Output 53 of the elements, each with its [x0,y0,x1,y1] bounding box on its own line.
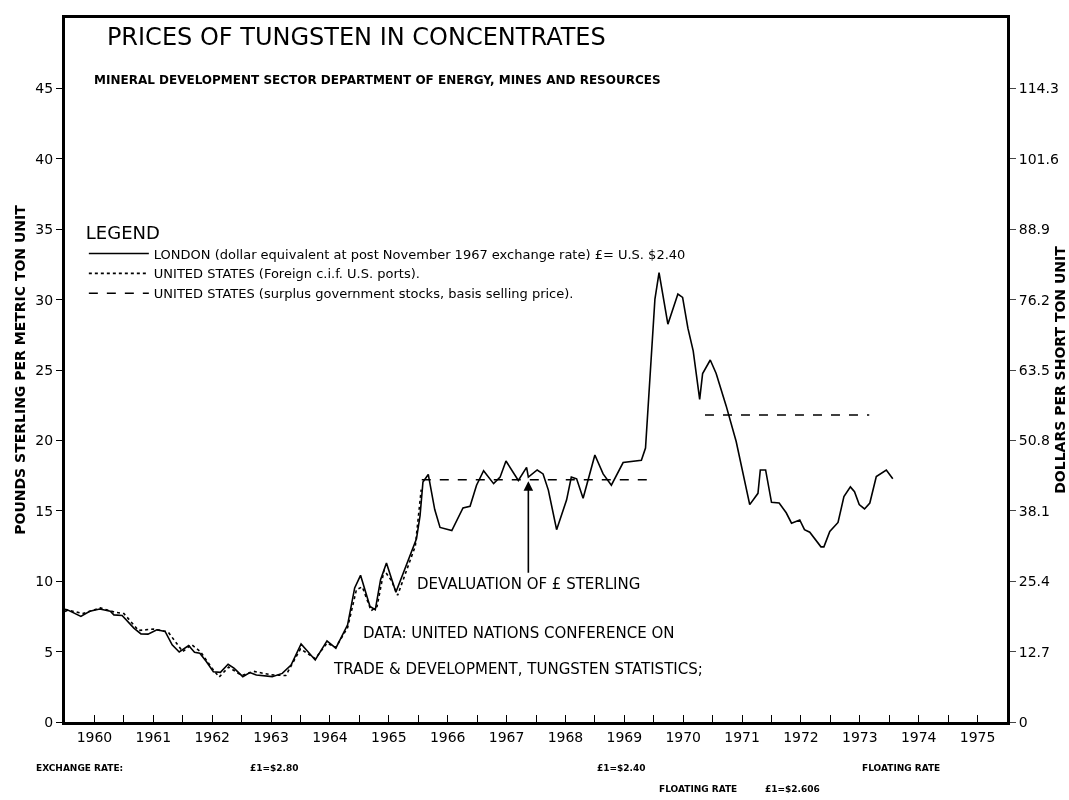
y2-tick-label: 63.5 [1018,361,1050,378]
y-tick-label: 45 [35,80,54,97]
y2-tick-label: 101.6 [1018,150,1059,167]
x-tick-label: 1970 [665,728,702,745]
legend-label: UNITED STATES (Foreign c.i.f. U.S. ports). [153,266,420,282]
x-tick-label: 1967 [488,728,525,745]
y2-tick-label: 50.8 [1018,432,1050,449]
x-tick-label: 1965 [370,728,407,745]
y-tick-label: 20 [35,432,54,449]
x-tick-label: 1962 [194,728,231,745]
y2-tick-label: 88.9 [1018,221,1050,238]
x-tick-label: 1966 [429,728,466,745]
x-tick-label: 1975 [959,728,996,745]
y-tick-label: 40 [35,150,54,167]
y-tick-label: 15 [35,502,54,519]
x-tick-label: 1960 [76,728,113,745]
y2-tick-label: 76.2 [1018,291,1050,308]
text: £1=$2.80 [250,763,299,773]
legend-title: LEGEND [85,221,160,243]
y-tick-label: 0 [44,713,54,730]
y2-tick-label: 12.7 [1018,643,1050,660]
x-tick-label: 1972 [783,728,819,745]
legend-label: LONDON (dollar equivalent at post November 1967 exchange rate) £= U.S. $2.40 [153,246,686,262]
y2-axis-title: DOLLARS PER SHORT TON UNIT [1051,245,1068,494]
x-tick-label: 1974 [900,728,937,745]
annotation: DATA: UNITED NATIONS CONFERENCE ON [363,624,675,642]
chart-title: PRICES OF TUNGSTEN IN CONCENTRATES [106,22,606,51]
x-tick-label: 1963 [253,728,289,745]
y2-tick-label: 25.4 [1018,573,1051,590]
text: FLOATING RATE [862,763,941,773]
x-tick-label: 1973 [841,728,878,745]
text: £1=$2.606 [765,784,820,794]
y2-tick-label: 114.3 [1018,80,1059,97]
y-tick-label: 30 [35,291,54,308]
y-tick-label: 35 [35,221,54,238]
x-tick-label: 1971 [724,728,760,745]
text: FLOATING RATE [659,784,738,794]
y-tick-label: 5 [44,643,54,660]
text: EXCHANGE RATE: [36,763,124,773]
annotation: TRADE & DEVELOPMENT, TUNGSTEN STATISTICS; [333,660,703,678]
y2-tick-label: 38.1 [1018,502,1050,519]
y-tick-label: 25 [35,361,54,378]
x-tick-label: 1969 [606,728,643,745]
y-tick-label: 10 [35,573,54,590]
text: MINERAL DEVELOPMENT SECTOR DEPARTMENT OF ENERGY, MINES AND RESOURCES [94,73,661,87]
y2-tick-label: 0 [1018,713,1028,730]
x-tick-label: 1964 [312,728,348,745]
text: £1=$2.40 [597,763,646,773]
x-tick-label: 1968 [547,728,584,745]
annotation: DEVALUATION OF £ STERLING [417,575,641,593]
y-axis-title: POUNDS STERLING PER METRIC TON UNIT [12,204,28,535]
x-tick-label: 1961 [135,728,172,745]
legend-label: UNITED STATES (surplus government stocks, basis selling price). [153,286,574,302]
